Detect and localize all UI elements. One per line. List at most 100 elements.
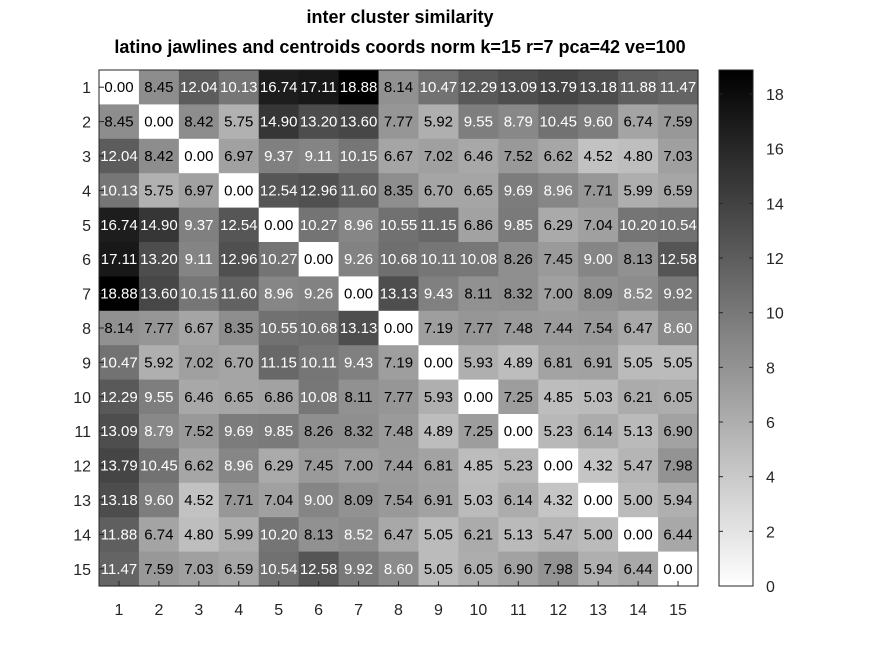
heatmap-cell — [618, 70, 659, 105]
x-tick-label: 10 — [469, 602, 487, 619]
cell-value-label: 10.13 — [220, 79, 258, 96]
heatmap-cell — [218, 517, 260, 553]
cell-value-label: 10.20 — [260, 526, 298, 543]
cell-value-label: 6.67 — [184, 320, 213, 337]
cell-value-label: 7.98 — [663, 458, 692, 475]
cell-value-label: 6.74 — [623, 114, 652, 131]
heatmap-cell — [458, 345, 499, 381]
heatmap-cell — [458, 310, 499, 346]
heatmap-cell — [618, 138, 659, 174]
heatmap-cell — [658, 242, 699, 277]
cell-value-label: 12.54 — [260, 182, 298, 199]
heatmap-cell — [498, 482, 539, 518]
cell-value-label: 12.29 — [460, 79, 498, 96]
heatmap-cell — [538, 70, 579, 105]
heatmap-cell — [578, 138, 619, 174]
cell-value-label: 5.05 — [663, 354, 692, 371]
cell-value-label: 10.13 — [100, 182, 138, 199]
heatmap-cell — [418, 310, 459, 346]
y-tick-label: 7 — [82, 287, 91, 304]
heatmap-cell — [298, 173, 340, 209]
cell-value-label: 10.47 — [100, 354, 138, 371]
heatmap-cell — [418, 276, 459, 312]
cell-value-label: 6.59 — [224, 561, 253, 578]
colorbar-tick-label: 12 — [766, 251, 784, 268]
cell-value-label: 6.81 — [424, 458, 453, 475]
heatmap-cell — [378, 242, 420, 277]
heatmap-cell — [458, 379, 499, 415]
heatmap-cell — [458, 242, 499, 277]
heatmap-cell — [178, 414, 220, 449]
cell-value-label: 5.23 — [504, 458, 533, 475]
x-tick-label: 5 — [274, 602, 283, 619]
heatmap-cell — [538, 517, 579, 553]
heatmap-cell — [258, 138, 300, 174]
heatmap-cell — [138, 414, 180, 449]
heatmap-cell — [138, 173, 180, 209]
heatmap-cell — [618, 379, 659, 415]
cell-value-label: 7.25 — [464, 423, 493, 440]
heatmap-cell — [298, 104, 340, 140]
cell-value-label: 0.00 — [224, 182, 253, 199]
cell-value-label: 6.47 — [623, 320, 652, 337]
cell-value-label: 10.54 — [659, 217, 697, 234]
heatmap-cell — [378, 379, 420, 415]
cell-value-label: 11.60 — [221, 286, 257, 303]
cell-value-label: 11.15 — [260, 354, 296, 371]
heatmap-cell — [538, 414, 579, 449]
heatmap-cell — [618, 482, 659, 518]
heatmap-cell — [218, 414, 260, 449]
cell-value-label: 6.46 — [464, 148, 493, 165]
cell-value-label: 5.47 — [623, 458, 652, 475]
heatmap-cell-labels: 0.00 8.45 12.04 10.13 16.74 17.11 18.88 8.14 10.… — [100, 79, 697, 578]
heatmap-cell — [178, 104, 220, 140]
cell-value-label: 7.25 — [504, 389, 533, 406]
heatmap-cell — [578, 242, 619, 277]
heatmap-cell — [298, 276, 340, 312]
heatmap-cell — [618, 173, 659, 209]
cell-value-label: 10.55 — [380, 217, 418, 234]
colorbar-tick-label: 4 — [766, 470, 775, 487]
heatmap-cell — [538, 482, 579, 518]
cell-value-label: 5.75 — [224, 114, 253, 131]
heatmap-cell — [138, 345, 180, 381]
heatmap-cell — [578, 345, 619, 381]
cell-value-label: 5.05 — [424, 526, 453, 543]
cell-value-label: 6.65 — [224, 389, 253, 406]
colorbar-axis: 0 2 4 6 8 10 12 14 16 18 — [719, 87, 784, 596]
cell-value-label: 7.02 — [424, 148, 453, 165]
heatmap-cell — [298, 551, 340, 587]
heatmap-cell — [178, 345, 220, 381]
heatmap-cell — [538, 207, 579, 243]
cell-value-label: 8.32 — [504, 286, 533, 303]
cell-value-label: 10.27 — [300, 217, 338, 234]
cell-value-label: 8.13 — [623, 251, 652, 268]
cell-value-label: 9.37 — [264, 148, 293, 165]
cell-value-label: 7.71 — [224, 492, 253, 509]
cell-value-label: 7.00 — [544, 286, 573, 303]
heatmap-cell — [138, 482, 180, 518]
heatmap-cell — [458, 414, 499, 449]
cell-value-label: 12.54 — [220, 217, 258, 234]
heatmap-cell — [458, 448, 499, 484]
heatmap-cell — [258, 448, 300, 484]
heatmap-cell — [178, 276, 220, 312]
heatmap-cell — [258, 551, 300, 587]
chart-title: inter cluster similarity — [306, 7, 494, 27]
cell-value-label: 10.45 — [140, 458, 178, 475]
cell-value-label: 6.91 — [424, 492, 453, 509]
heatmap-cell — [138, 379, 180, 415]
heatmap-cell — [498, 448, 539, 484]
heatmap-cell — [658, 70, 699, 105]
cell-value-label: 6.70 — [224, 354, 253, 371]
heatmap-cell — [99, 517, 140, 553]
heatmap-cell — [458, 517, 499, 553]
cell-value-label: 8.26 — [304, 423, 333, 440]
heatmap-cell — [378, 104, 420, 140]
x-tick-label: 7 — [354, 602, 363, 619]
cell-value-label: 9.92 — [344, 561, 373, 578]
colorbar-tick-label: 6 — [766, 415, 775, 432]
heatmap-cell — [99, 276, 140, 312]
heatmap-cell — [338, 551, 380, 587]
cell-value-label: 7.59 — [663, 114, 692, 131]
